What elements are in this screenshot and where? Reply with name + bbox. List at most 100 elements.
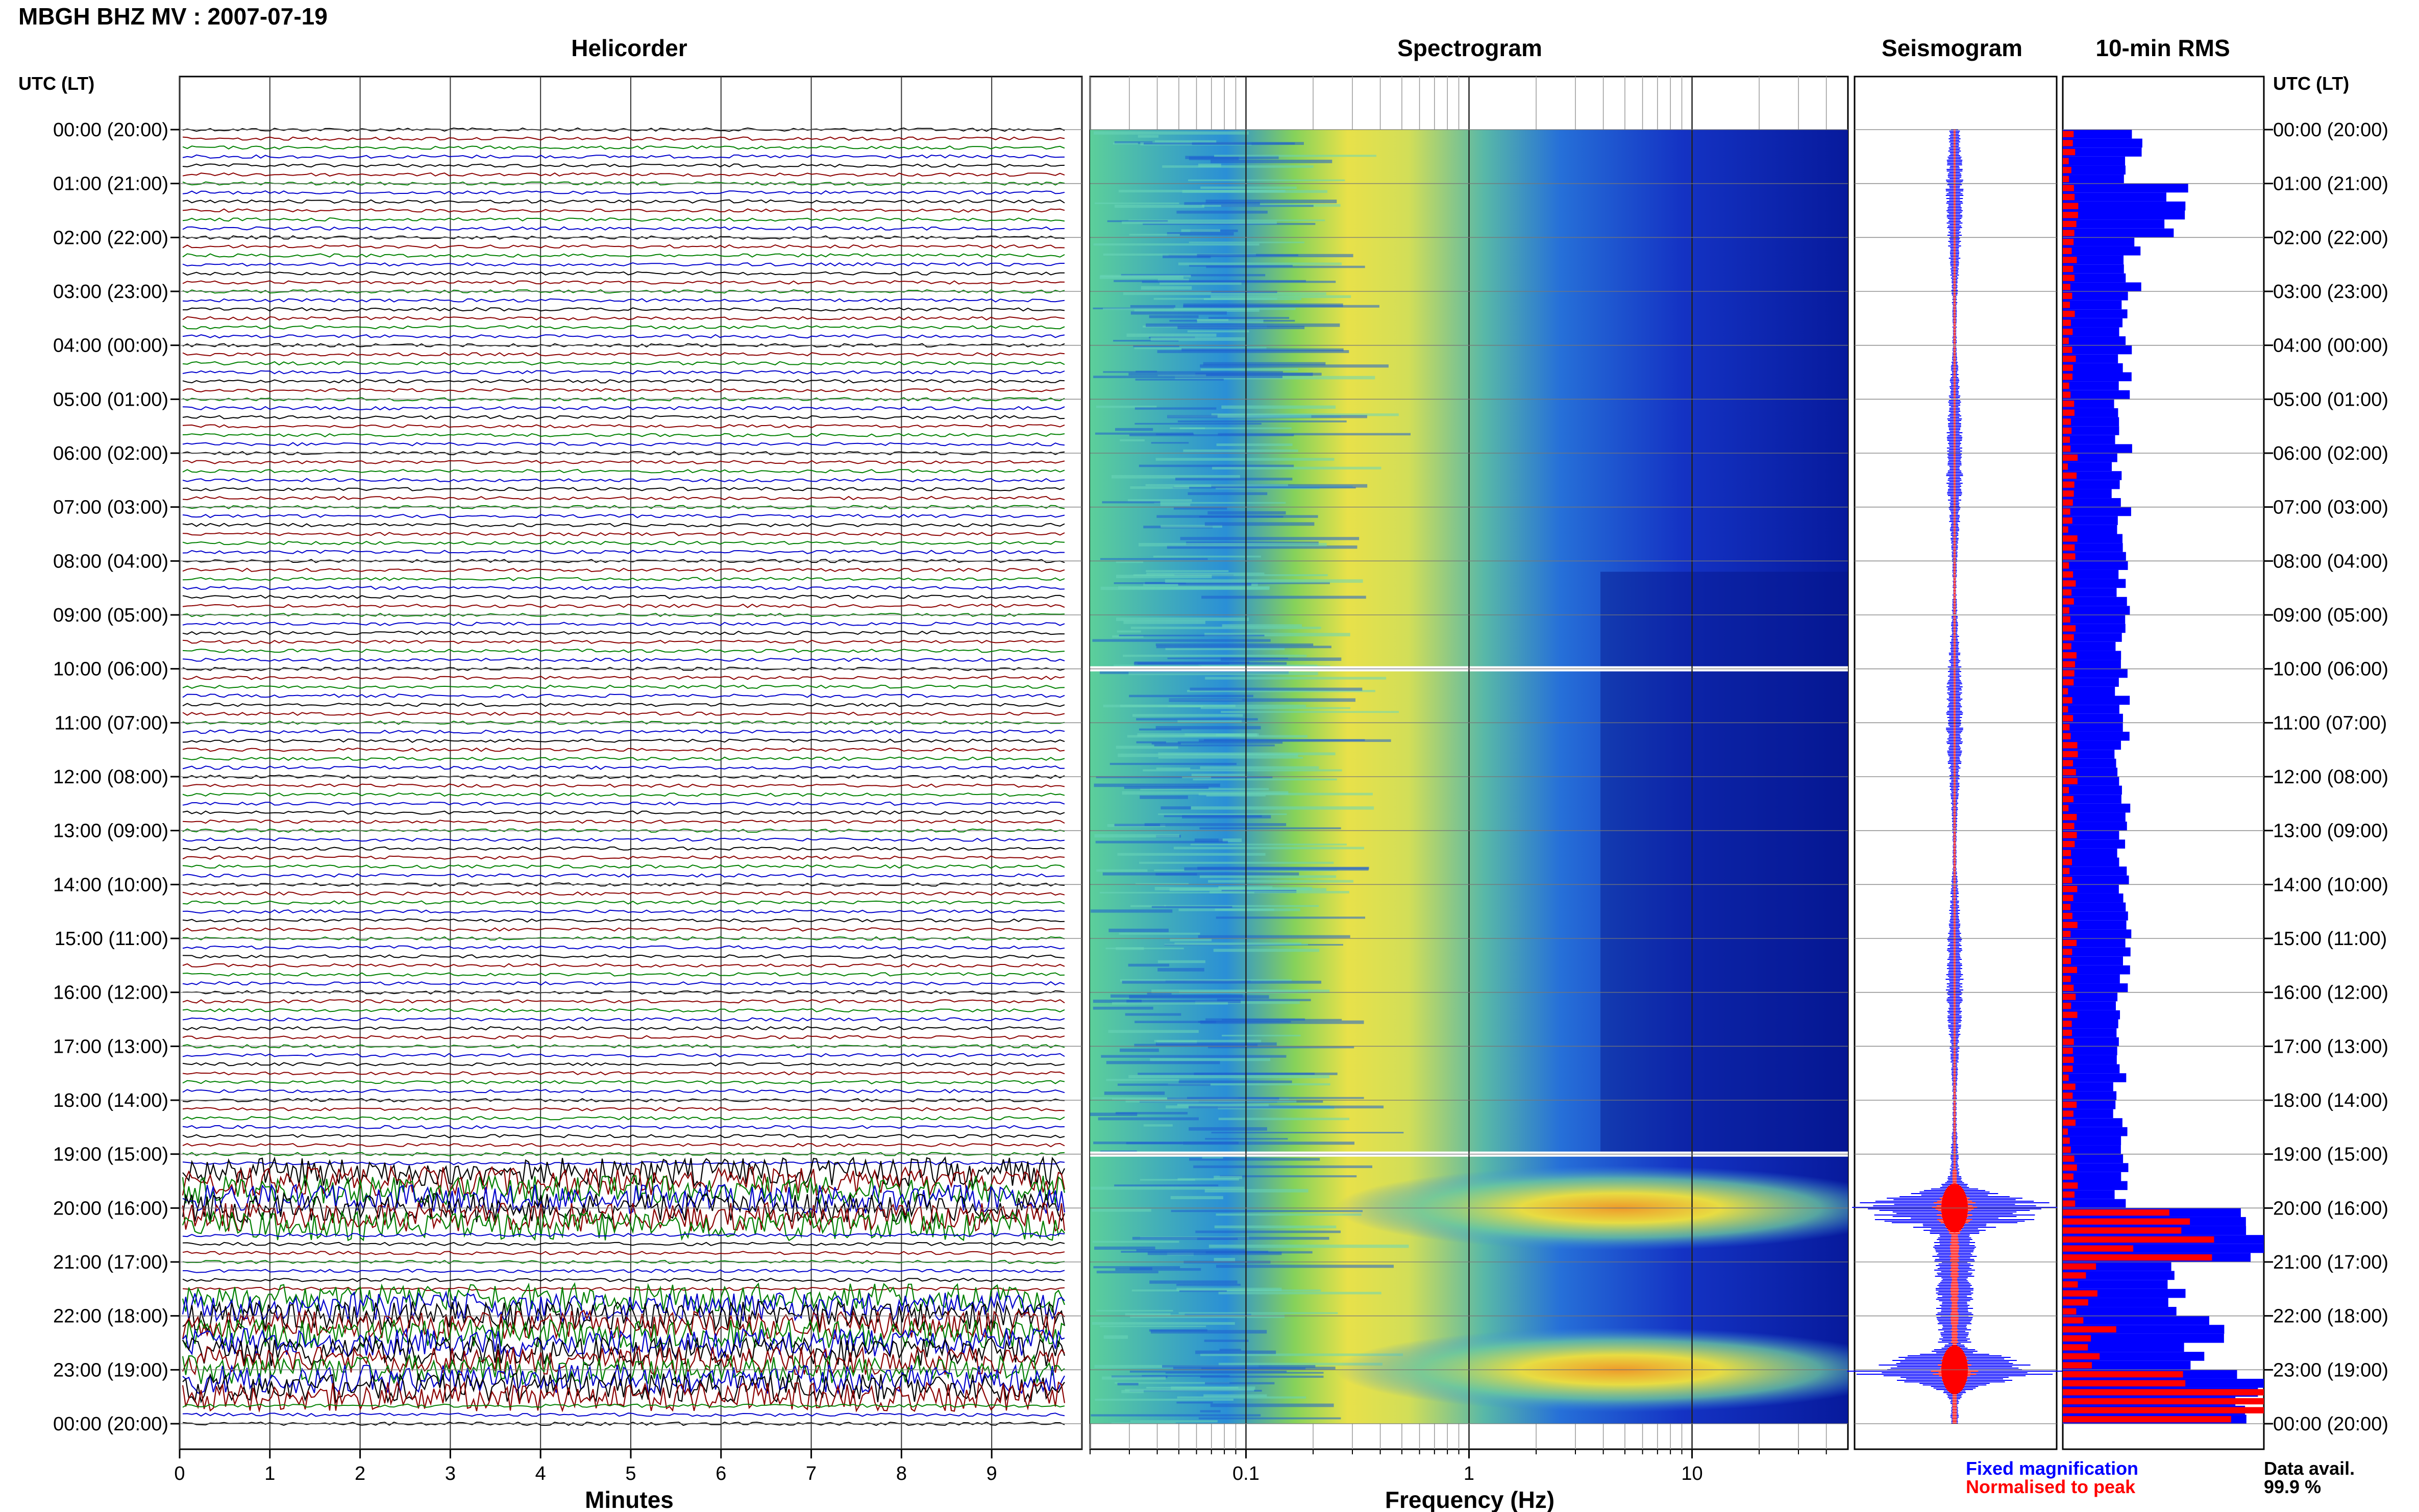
rms-fixed-bar xyxy=(2063,965,2130,975)
spectrogram-striation xyxy=(1184,202,1260,205)
rms-normalised-bar xyxy=(2063,1011,2078,1018)
spectrogram-striation xyxy=(1206,795,1266,797)
hour-label-right: 13:00 (09:00) xyxy=(2273,821,2388,842)
spectrogram-striation xyxy=(1214,1176,1242,1179)
rms-fixed-bar xyxy=(2063,147,2142,157)
rms-fixed-bar xyxy=(2063,1055,2117,1064)
rms-normalised-bar xyxy=(2063,1380,2186,1386)
rms-normalised-bar xyxy=(2063,472,2077,479)
rms-normalised-bar xyxy=(2063,724,2070,731)
spectrogram-striation xyxy=(1096,869,1148,872)
legend-normalised: Normalised to peak xyxy=(1966,1476,2136,1497)
rms-fixed-bar xyxy=(2063,696,2130,705)
rms-normalised-bar xyxy=(2063,1002,2071,1009)
spectrogram-striation xyxy=(1154,140,1217,143)
minutes-axis-label: Minutes xyxy=(585,1486,674,1512)
rms-normalised-bar xyxy=(2063,1093,2073,1099)
rms-normalised-bar xyxy=(2063,257,2077,263)
spectrogram-striation xyxy=(1116,746,1178,749)
rms-normalised-bar xyxy=(2063,319,2071,326)
helicorder-trace xyxy=(182,801,1065,806)
spectrogram-striation xyxy=(1091,909,1173,913)
spectrogram-striation xyxy=(1207,511,1286,515)
rms-normalised-bar xyxy=(2063,1047,2073,1054)
spectrogram-striation xyxy=(1096,1271,1158,1274)
spectrogram-striation xyxy=(1146,570,1229,573)
helicorder-trace xyxy=(182,981,1065,986)
spectrogram-striation xyxy=(1201,596,1366,599)
helicorder-trace xyxy=(182,855,1065,860)
helicorder-trace xyxy=(182,316,1065,321)
helicorder-trace xyxy=(182,711,1065,716)
hour-label-left: 02:00 (22:00) xyxy=(53,227,168,249)
spectrogram-striation xyxy=(1095,840,1228,844)
spectrogram-striation xyxy=(1114,1184,1219,1186)
spectrogram-striation xyxy=(1157,350,1349,353)
rms-fixed-bar xyxy=(2063,363,2123,373)
rms-fixed-bar xyxy=(2063,130,2132,139)
rms-normalised-bar xyxy=(2063,1371,2183,1378)
spectrogram-striation xyxy=(1156,515,1318,518)
spectrogram-striation xyxy=(1136,1249,1245,1252)
spectrogram-striation xyxy=(1204,522,1315,526)
spectrogram-striation xyxy=(1211,295,1351,298)
helicorder-trace xyxy=(182,963,1065,968)
spectrogram-striation xyxy=(1165,1372,1324,1374)
rms-fixed-bar xyxy=(2063,462,2112,472)
spectrogram-striation xyxy=(1203,739,1365,741)
spectrogram-striation xyxy=(1158,752,1336,756)
spectrogram-striation xyxy=(1158,813,1287,815)
helicorder-trace xyxy=(182,154,1065,159)
spectrogram-striation xyxy=(1171,1210,1363,1212)
spectrogram-striation xyxy=(1220,657,1342,661)
spectrogram-striation xyxy=(1200,364,1389,368)
spectrogram-striation xyxy=(1187,330,1249,333)
rms-normalised-bar xyxy=(2063,867,2070,875)
spectrogram-striation xyxy=(1136,718,1258,721)
hour-label-left: 05:00 (01:00) xyxy=(53,389,168,410)
spectrogram-striation xyxy=(1176,1283,1241,1286)
hour-label-right: 04:00 (00:00) xyxy=(2273,335,2388,357)
spectrogram-striation xyxy=(1200,186,1297,189)
rms-fixed-bar xyxy=(2063,1316,2209,1325)
spectrogram-striation xyxy=(1211,484,1368,488)
rms-normalised-bar xyxy=(2063,463,2068,470)
spectrogram-striation xyxy=(1100,558,1208,560)
rms-fixed-bar xyxy=(2063,165,2126,175)
rms-fixed-bar xyxy=(2063,327,2119,337)
spectrogram-striation xyxy=(1200,707,1351,709)
rms-normalised-bar xyxy=(2063,1335,2091,1342)
spectrogram-striation xyxy=(1188,179,1345,182)
spectrogram-striation xyxy=(1120,439,1145,441)
rms-normalised-bar xyxy=(2063,329,2073,335)
hour-label-left: 14:00 (10:00) xyxy=(53,874,168,896)
spectrogram-striation xyxy=(1143,769,1342,772)
helicorder-trace xyxy=(182,927,1065,932)
spectrogram-striation xyxy=(1176,210,1268,214)
rms-normalised-bar xyxy=(2063,544,2075,551)
spectrogram-striation xyxy=(1150,1330,1267,1334)
spectrogram-striation xyxy=(1176,1401,1213,1404)
spectrogram-striation xyxy=(1206,265,1365,268)
rms-normalised-bar xyxy=(2063,490,2074,497)
spectrogram-striation xyxy=(1092,1209,1151,1212)
spectrogram-striation xyxy=(1170,427,1205,429)
hour-label-right: 17:00 (13:00) xyxy=(2273,1036,2388,1057)
rms-fixed-bar xyxy=(2063,686,2115,696)
spectrogram-striation xyxy=(1139,728,1181,731)
rms-normalised-bar xyxy=(2063,949,2072,955)
helicorder-trace xyxy=(182,846,1065,851)
hour-label-left: 09:00 (05:00) xyxy=(53,605,168,626)
spectrogram-striation xyxy=(1141,286,1192,290)
rms-fixed-bar xyxy=(2063,138,2142,148)
rms-normalised-bar xyxy=(2063,1173,2074,1180)
spectrogram-striation xyxy=(1151,906,1232,908)
rms-normalised-bar xyxy=(2063,823,2075,830)
rms-fixed-bar xyxy=(2063,633,2122,642)
spectrogram-striation xyxy=(1128,672,1318,676)
rms-fixed-bar xyxy=(2063,1360,2191,1370)
helicorder-title: Helicorder xyxy=(571,35,687,61)
spectrogram-striation xyxy=(1208,1046,1354,1049)
rms-fixed-bar xyxy=(2063,1019,2118,1029)
spectrogram-striation xyxy=(1138,542,1327,547)
